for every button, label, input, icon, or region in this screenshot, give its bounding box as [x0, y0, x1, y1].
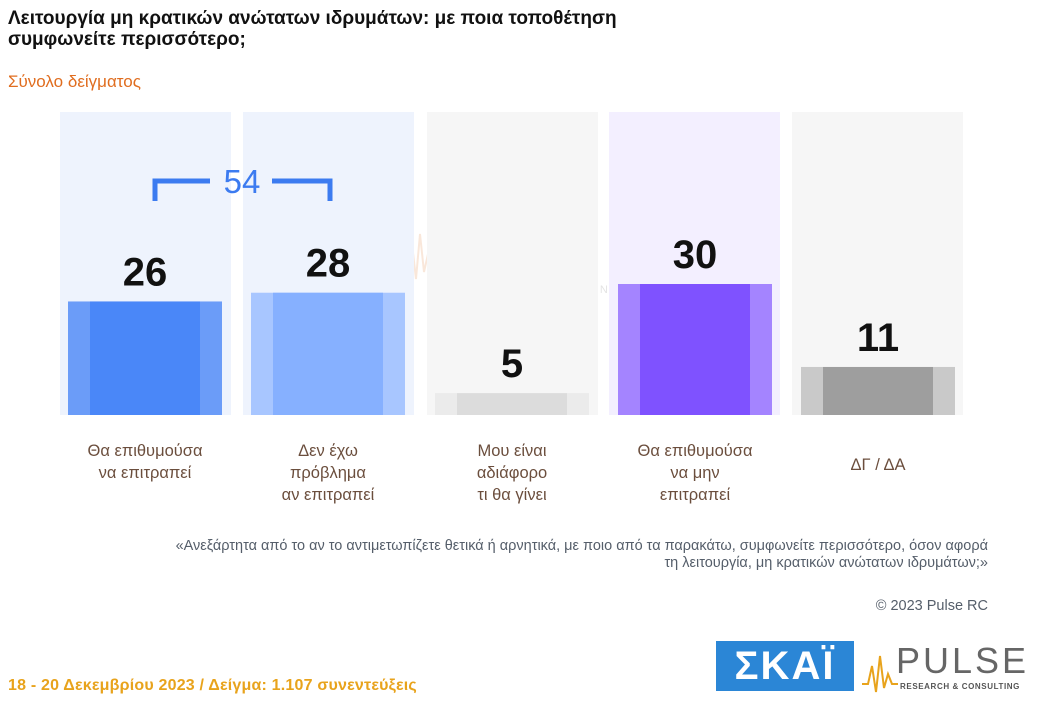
pulse-logo-tagline: RESEARCH & CONSULTING	[900, 682, 1021, 691]
bar-value-label: 26	[123, 250, 168, 294]
skai-logo: ΣΚΑΪ	[716, 641, 854, 691]
bar-value-label: 5	[501, 342, 523, 386]
bar-value-label: 30	[673, 233, 718, 277]
pulse-logo-word: PULSE	[896, 640, 1030, 681]
chart-subtitle: Σύνολο δείγματος	[8, 72, 141, 91]
bar-core	[90, 301, 200, 415]
category-label: να μην	[670, 464, 719, 482]
category-label: αν επιτραπεί	[282, 486, 375, 504]
bar-value-label: 28	[306, 242, 351, 286]
category-label: πρόβλημα	[290, 464, 366, 482]
copyright: © 2023 Pulse RC	[875, 598, 988, 614]
bracket-left	[152, 178, 210, 201]
category-label: Δεν έχω	[298, 442, 358, 460]
chart-title: Λειτουργία μη κρατικών ανώτατων ιδρυμάτω…	[8, 8, 617, 50]
category-label: Θα επιθυμούσα	[88, 442, 203, 460]
category-label: επιτραπεί	[660, 486, 731, 504]
bar-core	[273, 292, 383, 415]
category-label: τι θα γίνει	[477, 486, 547, 504]
column-background	[792, 112, 963, 415]
column-background	[427, 112, 598, 415]
bar-chart: 26 Θα επιθυμούσα να επιτραπεί 28 Δεν έχω πρόβ…	[60, 112, 963, 504]
category-label: Θα επιθυμούσα	[638, 442, 753, 460]
bar-core	[457, 393, 567, 415]
category-label: να επιτραπεί	[99, 464, 192, 482]
pulse-wave-icon	[862, 655, 898, 693]
bar-value-label: 11	[857, 316, 899, 360]
survey-question: «Ανεξάρτητα από το αν το αντιμετωπίζετε …	[175, 538, 988, 571]
bracket-right	[272, 178, 333, 201]
pulse-logo: PULSE RESEARCH & CONSULTING	[862, 640, 1026, 696]
bracket-sum-label: 54	[224, 163, 261, 200]
bar-core	[823, 366, 933, 415]
category-label: ΔΓ / ΔΑ	[851, 456, 906, 474]
fieldwork-info: 18 - 20 Δεκεμβρίου 2023 / Δείγμα: 1.107 …	[8, 677, 417, 694]
category-label: Μου είναι	[477, 442, 546, 460]
category-label: αδιάφορο	[477, 464, 547, 482]
bar-core	[640, 284, 750, 415]
